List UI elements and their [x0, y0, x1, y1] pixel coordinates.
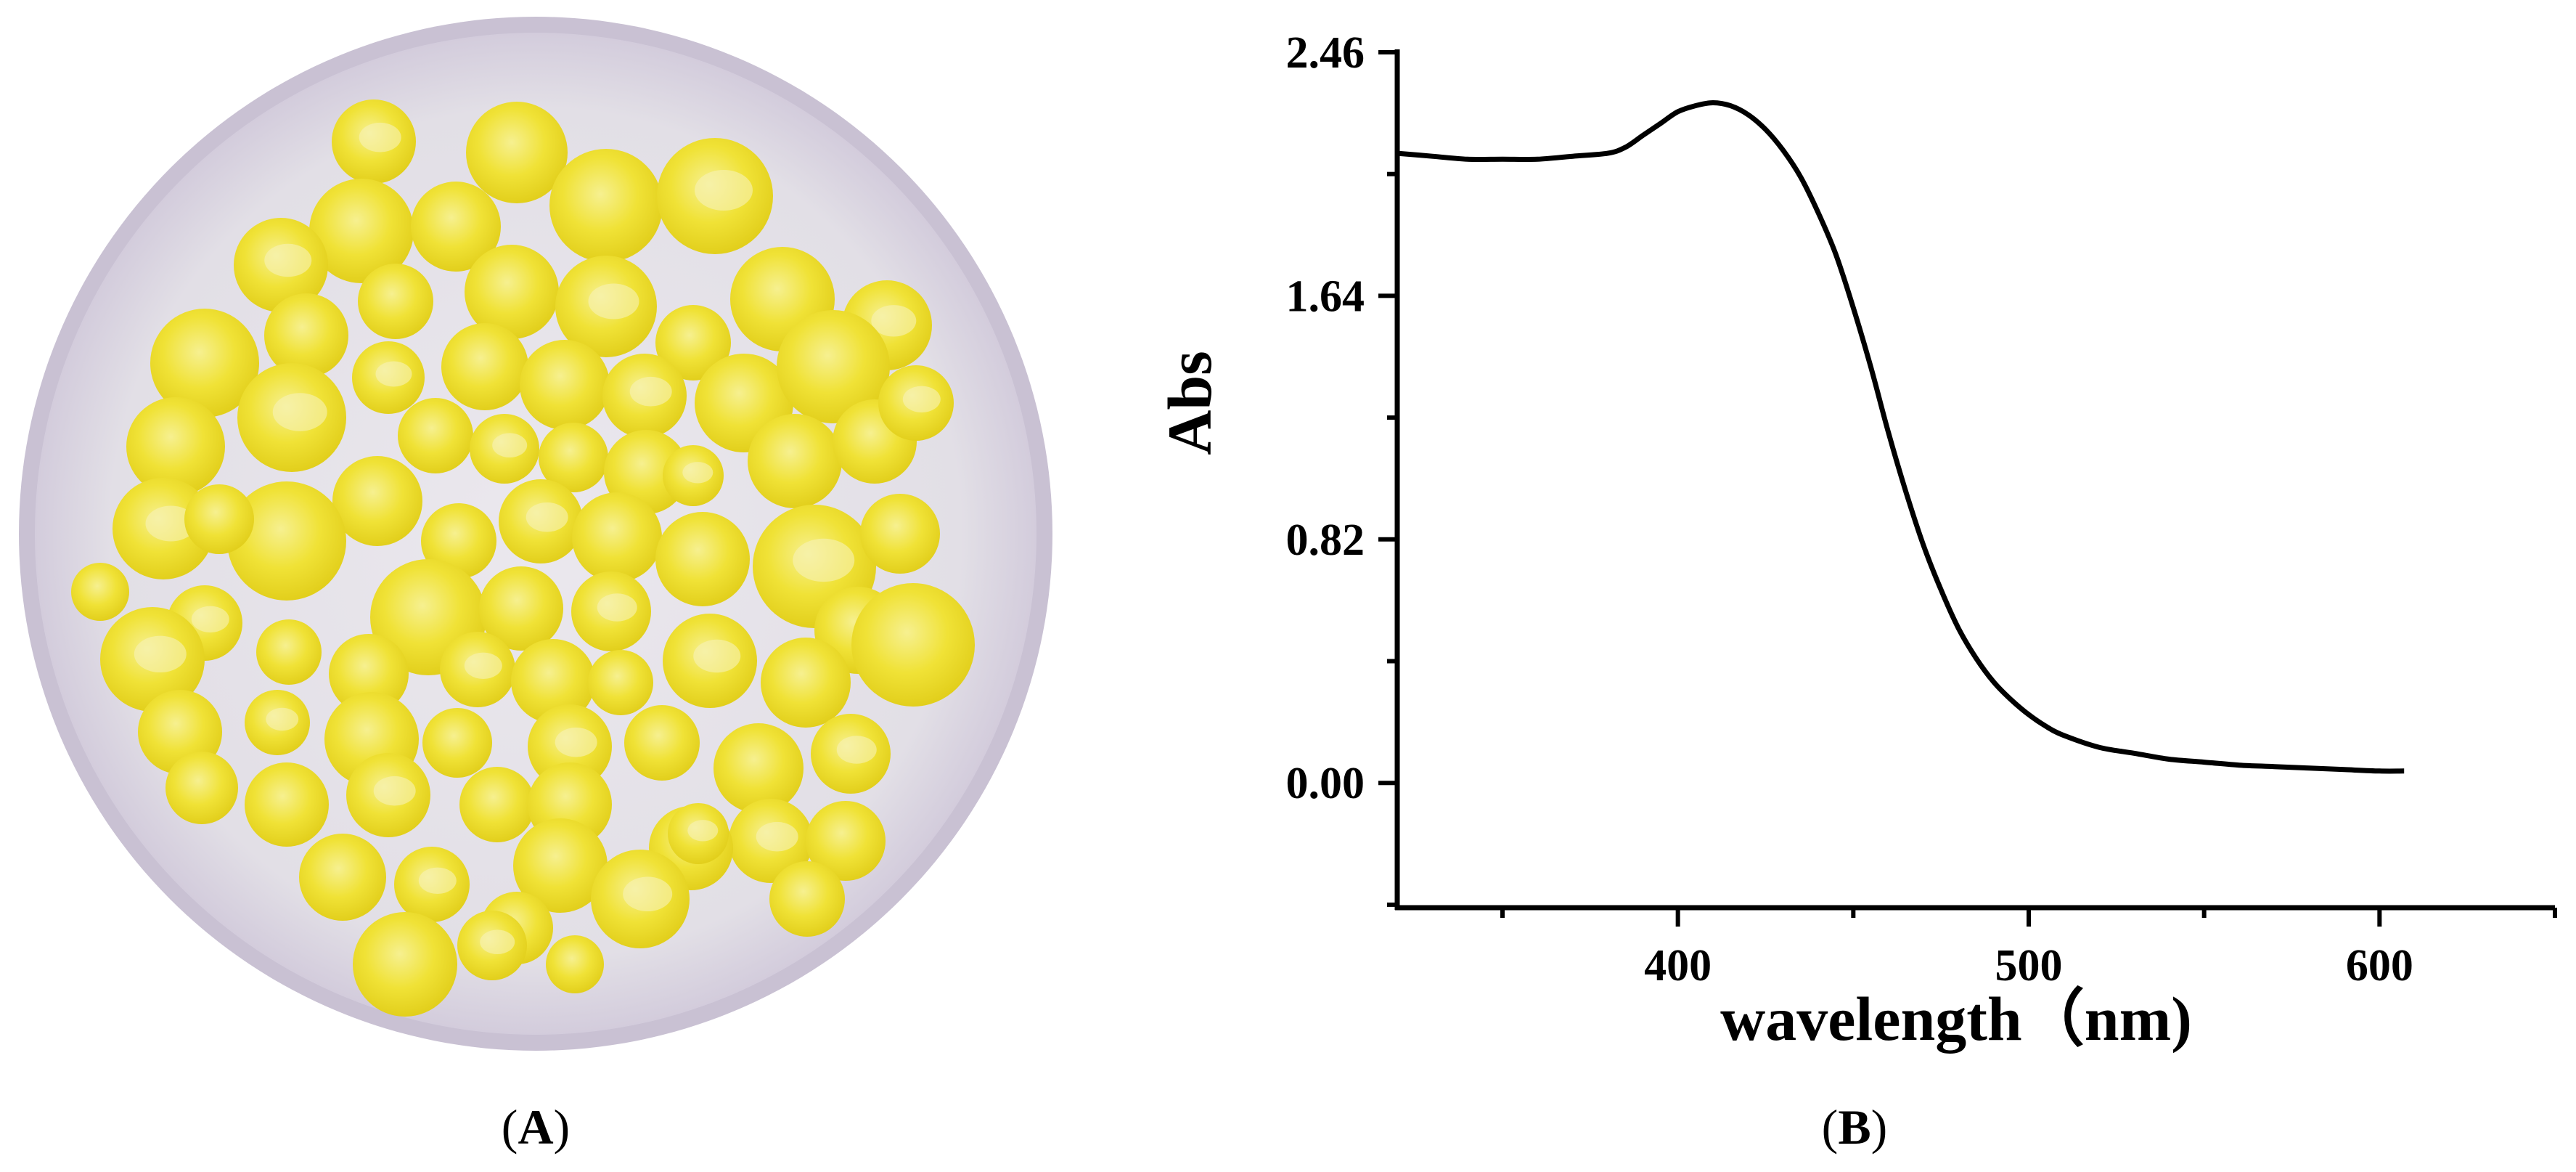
pellet-highlight — [418, 867, 457, 895]
pellet-highlight — [145, 505, 197, 542]
pellet — [309, 179, 414, 283]
pellet — [411, 182, 501, 272]
pellet — [466, 102, 568, 203]
pellet — [655, 512, 750, 606]
pellets — [71, 99, 975, 1017]
x-tick-label: 600 — [2346, 941, 2413, 990]
pellet — [465, 245, 559, 339]
pellet — [165, 752, 238, 824]
x-major-ticks — [1675, 908, 2382, 927]
pellet — [572, 492, 662, 582]
panel-label-a: (A) — [502, 1099, 570, 1155]
pellet — [806, 801, 886, 881]
pellet — [264, 293, 348, 378]
pellet — [256, 619, 322, 685]
pellet-highlight — [902, 386, 941, 412]
pellet — [71, 563, 129, 621]
pellet — [851, 583, 975, 707]
pellet-highlight — [836, 736, 877, 764]
pellet — [150, 309, 259, 418]
pellet — [546, 935, 604, 993]
pellet-highlight — [373, 776, 416, 806]
photo-panel — [19, 17, 1052, 1051]
pellet-highlight — [480, 929, 515, 954]
pellet-highlight — [693, 639, 741, 673]
x-tick-label: 500 — [1995, 941, 2063, 990]
pellet — [332, 456, 422, 546]
pellet — [713, 723, 804, 813]
pellet — [329, 634, 409, 714]
pellet — [126, 397, 225, 496]
pellet — [624, 705, 700, 781]
absorbance-chart: 0.00 0.82 1.64 2.46 400 500 600 waveleng… — [1155, 28, 2557, 1054]
pellet-highlight — [756, 821, 798, 852]
pellet-highlight — [793, 538, 855, 582]
pellet — [511, 639, 595, 723]
pellet — [422, 708, 492, 778]
pellet — [398, 398, 473, 473]
pellet — [459, 767, 535, 842]
pellet-highlight — [264, 243, 312, 277]
pellet — [777, 310, 890, 423]
pellet-highlight — [695, 170, 753, 211]
y-tick-label: 0.82 — [1286, 516, 1365, 565]
pellet — [513, 818, 608, 913]
pellet-highlight — [588, 283, 639, 320]
pellet-highlight — [555, 727, 597, 757]
pellet — [299, 834, 386, 921]
pellet — [549, 149, 663, 262]
y-tick-label: 2.46 — [1286, 28, 1365, 78]
x-axis-title: wavelength（nm) — [1720, 984, 2192, 1054]
pellet — [441, 323, 528, 410]
pellet-highlight — [682, 462, 713, 484]
pellet — [353, 912, 457, 1017]
pellet — [539, 423, 608, 492]
pellet — [245, 762, 329, 847]
pellet — [761, 638, 851, 728]
pellet-highlight — [526, 502, 568, 532]
series-line — [1397, 100, 2405, 774]
pellet — [421, 503, 496, 579]
pellet — [520, 340, 610, 430]
pellet-highlight — [266, 707, 299, 731]
pellet — [769, 861, 845, 937]
x-tick-label: 400 — [1644, 941, 1712, 990]
pellet-highlight — [134, 635, 187, 672]
y-tick-label: 1.64 — [1286, 272, 1365, 321]
pellet-highlight — [623, 876, 673, 911]
pellet — [184, 484, 254, 554]
pellet — [588, 650, 653, 715]
y-tick-label: 0.00 — [1286, 759, 1365, 808]
pellet-highlight — [359, 122, 401, 152]
pellet-highlight — [492, 433, 528, 457]
pellet-highlight — [464, 652, 502, 679]
y-major-ticks — [1378, 50, 1397, 786]
pellet — [479, 566, 563, 651]
y-axis-title: Abs — [1155, 351, 1224, 455]
pellet — [655, 305, 731, 381]
pellet-highlight — [687, 820, 719, 842]
pellet-highlight — [191, 606, 229, 632]
pellet — [748, 414, 842, 508]
pellet — [227, 481, 346, 601]
pellet — [860, 494, 940, 574]
panel-label-b: (B) — [1822, 1099, 1888, 1155]
pellet — [358, 264, 433, 339]
pellet-highlight — [597, 593, 637, 622]
pellet-highlight — [272, 393, 327, 431]
pellet-highlight — [375, 361, 412, 387]
pellet-highlight — [629, 376, 672, 407]
pellet-highlight — [871, 305, 917, 337]
